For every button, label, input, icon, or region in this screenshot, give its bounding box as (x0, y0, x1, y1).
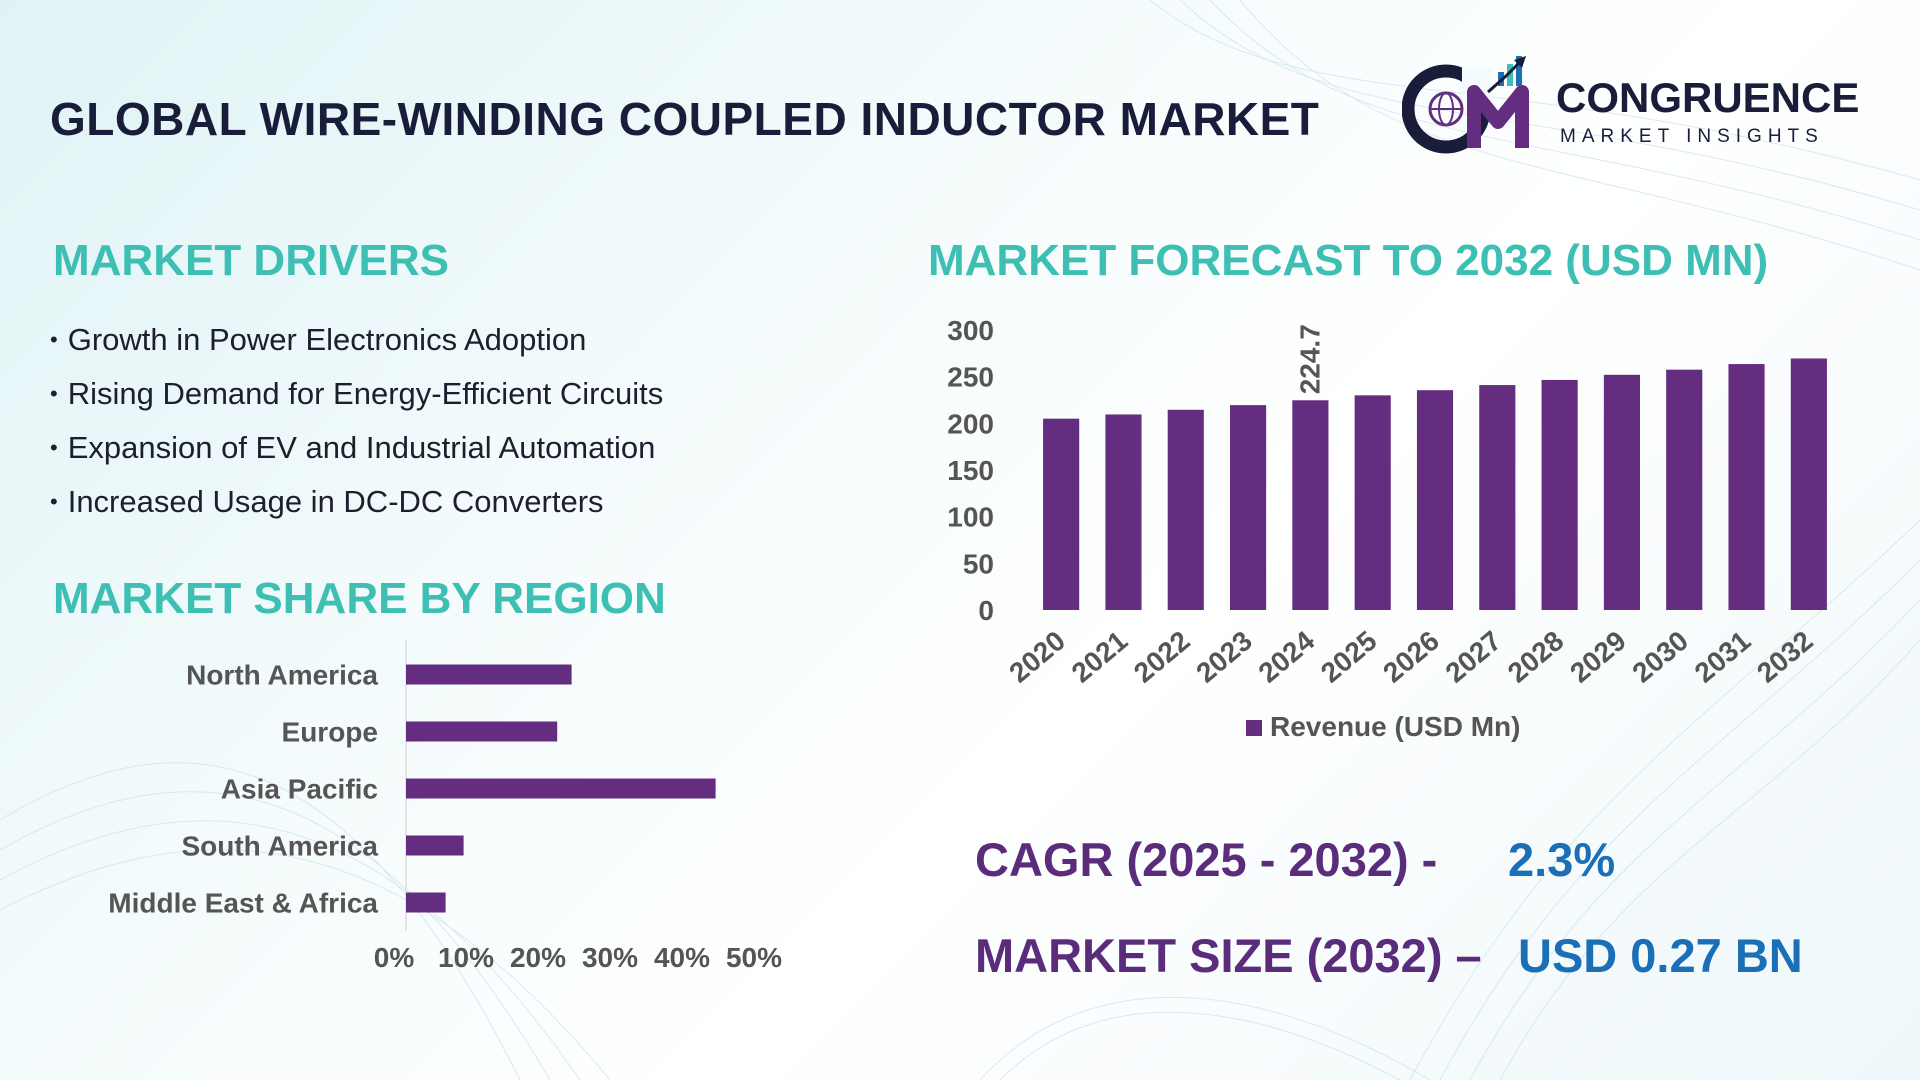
forecast-bar (1541, 379, 1578, 610)
congruence-logo-icon (1402, 56, 1529, 154)
driver-item: Expansion of EV and Industrial Automatio… (50, 430, 663, 465)
forecast-bar (1105, 414, 1142, 610)
forecast-x-tick: 2026 (1377, 625, 1445, 689)
region-category-label: Middle East & Africa (108, 888, 378, 919)
brand-tagline: MARKET INSIGHTS (1560, 126, 1824, 147)
forecast-x-tick: 2020 (1003, 625, 1071, 689)
region-bar (406, 835, 464, 856)
driver-item: Rising Demand for Energy-Efficient Circu… (50, 376, 664, 411)
legend-label: Revenue (USD Mn) (1270, 711, 1520, 742)
forecast-bar (1416, 390, 1454, 610)
region-share-chart: North America Europe Asia Pacific South Ame… (108, 640, 782, 973)
forecast-bar (1354, 395, 1391, 610)
brand-name: CONGRUENCE (1556, 74, 1860, 121)
region-bar (406, 721, 558, 742)
forecast-bar (1479, 385, 1516, 610)
forecast-y-tick: 250 (947, 362, 994, 393)
region-category-label: Europe (282, 717, 378, 748)
page-title: GLOBAL WIRE-WINDING COUPLED INDUCTOR MAR… (50, 93, 1320, 145)
region-x-tick: 20% (510, 942, 566, 973)
forecast-x-tick: 2023 (1190, 625, 1258, 689)
forecast-x-tick: 2028 (1502, 625, 1570, 689)
forecast-x-tick: 2027 (1440, 625, 1508, 689)
region-category-label: North America (186, 660, 378, 691)
forecast-y-tick: 50 (963, 548, 994, 579)
region-x-tick: 40% (654, 942, 710, 973)
forecast-x-tick: 2032 (1751, 625, 1819, 689)
forecast-bar (1230, 405, 1267, 610)
region-category-label: Asia Pacific (221, 774, 378, 805)
region-x-tick: 0% (374, 942, 415, 973)
region-x-tick: 10% (438, 942, 494, 973)
forecast-bar (1167, 409, 1204, 610)
forecast-bar (1728, 364, 1765, 610)
region-category-label: South America (181, 831, 378, 862)
forecast-x-tick: 2025 (1315, 625, 1383, 689)
region-bar (406, 664, 572, 685)
forecast-bar (1790, 358, 1827, 610)
cagr-value: 2.3% (1508, 833, 1616, 886)
forecast-y-tick: 200 (947, 408, 994, 439)
forecast-x-tick: 2029 (1564, 625, 1632, 689)
legend-swatch (1246, 720, 1262, 736)
driver-item: Growth in Power Electronics Adoption (50, 322, 663, 357)
forecast-bar (1603, 374, 1640, 610)
region-bar (406, 778, 716, 799)
forecast-bar (1043, 418, 1080, 610)
region-bar (406, 892, 446, 913)
forecast-x-tick: 2031 (1689, 625, 1757, 689)
market-size-value: USD 0.27 BN (1518, 929, 1803, 982)
forecast-y-tick: 300 (947, 315, 994, 346)
drivers-title: MARKET DRIVERS (53, 236, 450, 285)
forecast-bar (1292, 400, 1329, 610)
region-title: MARKET SHARE BY REGION (53, 574, 666, 623)
forecast-y-tick: 100 (947, 502, 994, 533)
forecast-x-tick: 2024 (1253, 625, 1321, 689)
forecast-bar (1666, 369, 1703, 610)
market-size-label: MARKET SIZE (2032) – (975, 929, 1482, 982)
forecast-x-tick: 2021 (1066, 625, 1134, 689)
cagr-label: CAGR (2025 - 2032) - (975, 833, 1438, 886)
forecast-data-label: 224.7 (1294, 324, 1325, 394)
forecast-y-tick: 150 (947, 455, 994, 486)
driver-item: Increased Usage in DC-DC Converters (50, 484, 663, 519)
forecast-title: MARKET FORECAST TO 2032 (USD MN) (928, 236, 1769, 285)
forecast-x-tick: 2030 (1626, 625, 1694, 689)
drivers-list: Growth in Power Electronics Adoption Ris… (50, 322, 664, 538)
region-x-tick: 30% (582, 942, 638, 973)
forecast-y-tick: 0 (978, 595, 994, 626)
forecast-x-tick: 2022 (1128, 625, 1196, 689)
region-x-tick: 50% (726, 942, 782, 973)
